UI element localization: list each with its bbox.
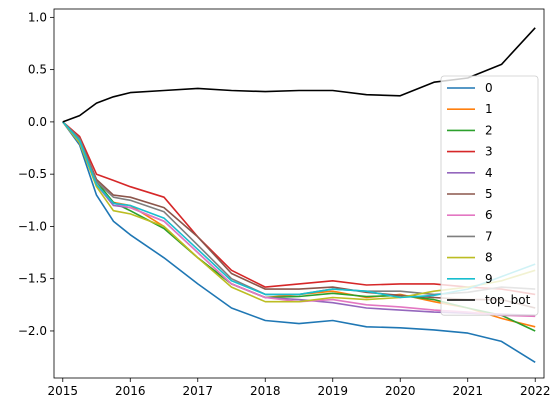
- legend-label-top_bot: top_bot: [485, 293, 531, 307]
- legend-label-1: 1: [485, 102, 493, 116]
- x-tick-label: 2017: [182, 384, 213, 398]
- x-tick-label: 2020: [385, 384, 416, 398]
- legend-label-7: 7: [485, 229, 493, 243]
- y-tick-label: 0.0: [28, 115, 47, 129]
- legend: 0 1 2 3 4 5 6 7 8 9 top_bot: [440, 75, 539, 316]
- x-tick-label: 2018: [250, 384, 281, 398]
- x-tick-label: 2015: [48, 384, 79, 398]
- y-axis: 1.0 0.5 0.0 −0.5 −1.0 −1.5 −2.0: [18, 10, 54, 338]
- y-tick-label: −1.0: [18, 219, 47, 233]
- x-tick-label: 2019: [317, 384, 348, 398]
- legend-label-3: 3: [485, 145, 493, 159]
- y-tick-label: −2.0: [18, 324, 47, 338]
- legend-box: [440, 75, 539, 316]
- y-tick-label: 0.5: [28, 63, 47, 77]
- legend-label-6: 6: [485, 208, 493, 222]
- series-line-0: [62, 121, 536, 363]
- legend-label-9: 9: [485, 272, 493, 286]
- legend-label-2: 2: [485, 123, 493, 137]
- y-tick-label: −1.5: [18, 272, 47, 286]
- legend-label-8: 8: [485, 251, 493, 265]
- x-tick-label: 2022: [520, 384, 551, 398]
- x-tick-label: 2016: [115, 384, 146, 398]
- plot-frame: [53, 8, 545, 379]
- legend-label-4: 4: [485, 166, 493, 180]
- legend-label-0: 0: [485, 81, 493, 95]
- x-tick-label: 2021: [452, 384, 483, 398]
- y-tick-label: −0.5: [18, 167, 47, 181]
- legend-label-5: 5: [485, 187, 493, 201]
- y-tick-label: 1.0: [28, 10, 47, 24]
- x-axis: 2015 2016 2017 2018 2019 2020 2021 2022: [48, 378, 551, 398]
